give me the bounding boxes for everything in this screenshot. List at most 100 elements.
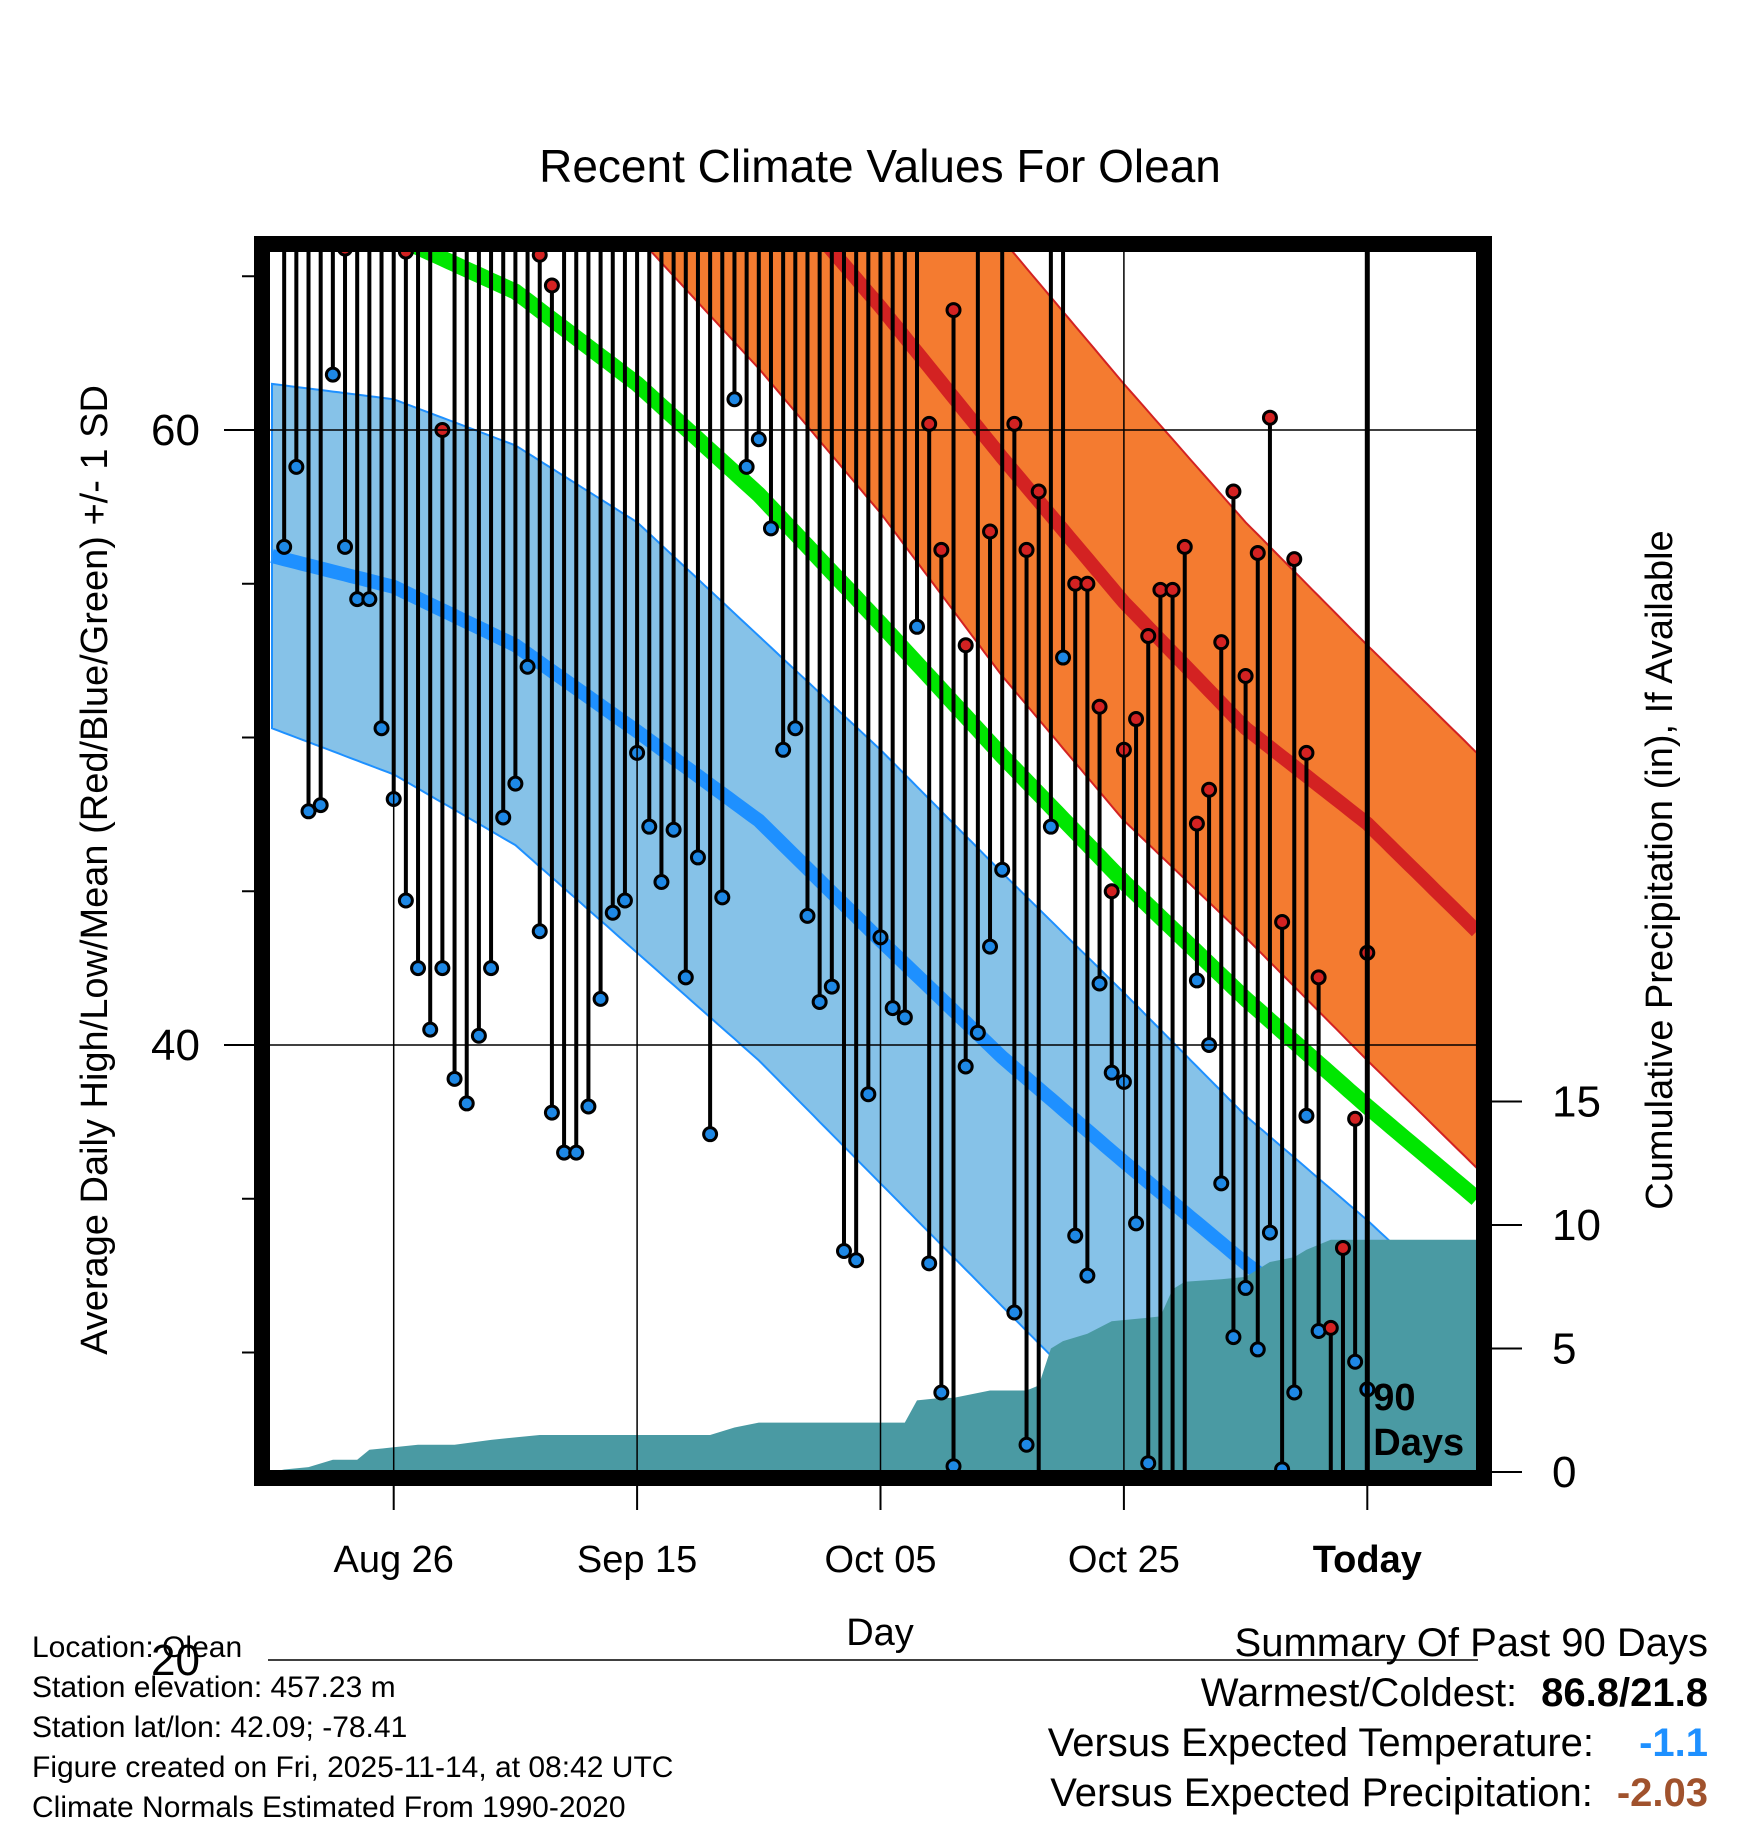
warmest-coldest-label: Warmest/Coldest: xyxy=(1200,1671,1518,1715)
daily-low-point xyxy=(312,797,329,814)
daily-high-point xyxy=(460,39,473,52)
precip-area xyxy=(272,1239,1477,1472)
summary-heading: Summary Of Past 90 Days xyxy=(1234,1621,1708,1665)
daily-high-point xyxy=(1006,415,1023,432)
daily-high-point xyxy=(1334,1239,1351,1256)
daily-low-point xyxy=(726,391,743,408)
daily-low-point xyxy=(446,1070,463,1087)
daily-high-point xyxy=(1249,545,1266,561)
daily-low-point xyxy=(324,366,341,383)
daily-low-point xyxy=(848,1252,865,1269)
daily-high-point xyxy=(448,208,461,221)
daily-low-point xyxy=(1347,1353,1364,1370)
y2-tick-label: 0 xyxy=(1552,1448,1576,1497)
daily-low-point xyxy=(653,874,670,891)
daily-high-point xyxy=(1176,538,1193,555)
daily-high-point xyxy=(996,214,1009,227)
daily-high-point xyxy=(1261,409,1278,426)
daily-high-point xyxy=(1225,483,1242,500)
daily-high-point xyxy=(1030,483,1047,500)
daily-low-point xyxy=(1225,1329,1242,1346)
precip-value: -2.03 xyxy=(1616,1771,1708,1815)
daily-high-point xyxy=(1310,969,1327,986)
y-tick-label: 40 xyxy=(151,1021,200,1070)
daily-low-point xyxy=(982,938,999,955)
summary-warmest-coldest: Warmest/Coldest: 86.8/21.8 xyxy=(1048,1668,1708,1718)
x-tick-label: Oct 05 xyxy=(825,1539,937,1581)
daily-low-point xyxy=(1018,1436,1035,1453)
daily-low-point xyxy=(1336,1509,1349,1522)
daily-low-point xyxy=(750,431,767,448)
daily-low-point xyxy=(799,907,816,924)
daily-high-point xyxy=(509,184,522,197)
daily-high-point xyxy=(1237,668,1254,684)
x-tick-label: Today xyxy=(1313,1539,1422,1581)
station-latlon: Station lat/lon: 42.09; -78.41 xyxy=(32,1711,408,1744)
daily-low-point xyxy=(604,904,621,921)
today-days-label: Days xyxy=(1373,1422,1464,1464)
daily-low-point xyxy=(458,1095,475,1112)
daily-high-point xyxy=(1018,541,1035,558)
y2-tick-label: 5 xyxy=(1552,1325,1576,1374)
x-tick-label: Sep 15 xyxy=(577,1539,697,1581)
summary-temp: Versus Expected Temperature: -1.1 xyxy=(1048,1718,1708,1768)
daily-high-point xyxy=(957,637,974,654)
daily-low-point xyxy=(665,821,682,838)
plot-frame xyxy=(254,236,1492,1486)
temp-value: -1.1 xyxy=(1639,1721,1708,1765)
daily-low-point xyxy=(811,993,828,1010)
daily-high-point xyxy=(1128,711,1145,728)
daily-high-point xyxy=(1079,575,1096,592)
daily-low-point xyxy=(702,1126,719,1143)
daily-low-point xyxy=(470,1027,487,1044)
summary-precip: Versus Expected Precipitation: -2.03 xyxy=(1048,1768,1708,1818)
daily-low-point xyxy=(1286,1384,1303,1401)
daily-high-point xyxy=(911,73,924,86)
daily-high-point xyxy=(387,190,400,203)
daily-low-point xyxy=(909,618,926,635)
figure-created: Figure created on Fri, 2025-11-14, at 08… xyxy=(32,1751,674,1784)
daily-low-point xyxy=(1128,1215,1145,1232)
daily-high-point xyxy=(1057,61,1070,74)
daily-low-point xyxy=(1166,1598,1179,1611)
daily-low-point xyxy=(945,1458,962,1472)
daily-low-point xyxy=(1324,1494,1337,1507)
plot-border xyxy=(254,236,1492,1486)
daily-low-point xyxy=(580,1098,597,1115)
daily-low-point xyxy=(884,1000,901,1017)
daily-low-point xyxy=(641,818,658,835)
daily-high-point xyxy=(1347,1110,1364,1127)
daily-low-point xyxy=(787,720,804,737)
daily-high-point xyxy=(850,39,863,52)
daily-high-point xyxy=(1274,914,1291,930)
daily-low-point xyxy=(1274,1461,1291,1472)
daily-high-point xyxy=(982,523,999,540)
daily-high-point xyxy=(1091,698,1108,715)
y-tick-label: 20 xyxy=(151,1636,200,1685)
daily-low-point xyxy=(775,741,792,758)
daily-low-point xyxy=(738,458,755,475)
daily-low-point xyxy=(677,969,694,986)
daily-high-point xyxy=(531,250,548,263)
station-elevation: Station elevation: 457.23 m xyxy=(32,1671,396,1704)
daily-high-point xyxy=(1286,551,1303,568)
daily-high-point xyxy=(570,27,583,40)
daily-low-point xyxy=(1091,975,1108,992)
daily-high-point xyxy=(764,85,777,98)
daily-low-point xyxy=(714,889,731,906)
daily-high-point xyxy=(1213,634,1230,651)
daily-high-point xyxy=(1103,883,1120,900)
high-normal-line xyxy=(822,250,1478,937)
mean-normal-line xyxy=(404,250,1478,1205)
daily-low-point xyxy=(1188,972,1205,989)
daily-low-point xyxy=(1178,1521,1191,1534)
plot-area xyxy=(270,27,1478,1611)
daily-low-point xyxy=(288,458,305,475)
x-tick-label: Oct 25 xyxy=(1068,1539,1180,1581)
daily-low-point xyxy=(994,861,1011,878)
daily-low-point xyxy=(957,1058,974,1075)
daily-low-point xyxy=(616,892,633,909)
